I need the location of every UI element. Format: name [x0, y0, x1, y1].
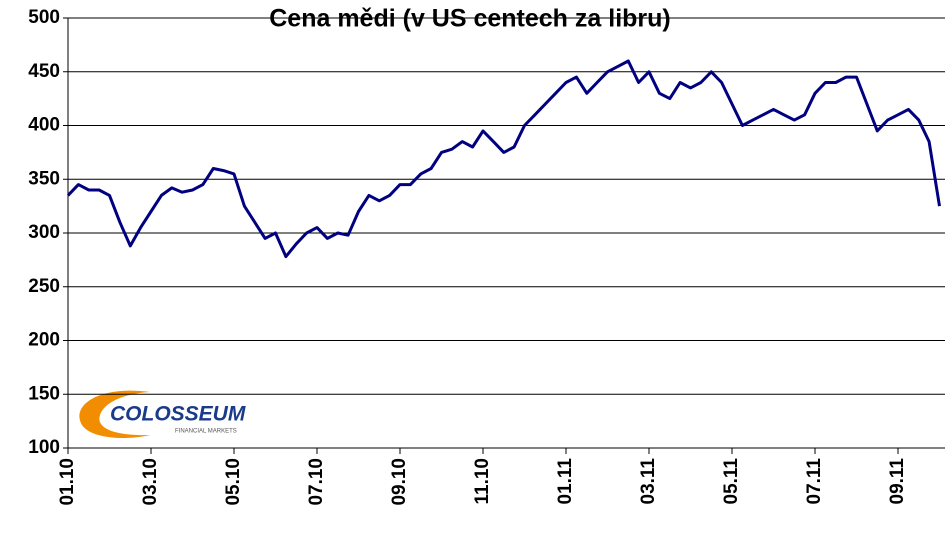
y-tick-label: 400 — [28, 115, 60, 136]
line — [66, 59, 941, 259]
chart-title: Cena mědi (v US centech za libru) — [269, 5, 671, 33]
y-tick-label: 250 — [28, 276, 60, 297]
y-tick-label: 150 — [28, 383, 60, 404]
plot: 100 150 200 250 300 350 400 450 500 01.10 03.10 05.… — [28, 7, 945, 506]
y-tick-label: 350 — [28, 168, 60, 189]
logo: COLOSSEUM FINANCIAL MARKETS — [79, 390, 246, 438]
x-tick-label: 09.10 — [389, 458, 410, 506]
x-tick-label: 01.10 — [57, 458, 78, 506]
x-tick-label: 07.10 — [306, 458, 327, 506]
x-tick-label: 03.10 — [140, 458, 161, 506]
logo-tagline: FINANCIAL MARKETS — [175, 429, 237, 435]
y-tick-label: 450 — [28, 61, 60, 82]
logo-name: COLOSSEUM — [110, 403, 246, 426]
x-tick-label: 05.11 — [721, 458, 742, 505]
x-tick-label: 05.10 — [223, 458, 244, 506]
x-tick-label: 07.11 — [804, 458, 825, 505]
y-tick-label: 500 — [28, 7, 60, 28]
x-tick-label: 01.11 — [555, 458, 576, 505]
x-tick-label: 11.10 — [472, 458, 493, 505]
y-tick-label: 300 — [28, 222, 60, 243]
x-tick-label: 09.11 — [887, 458, 908, 505]
y-tick-label: 200 — [28, 330, 60, 351]
y-tick-label: 100 — [28, 437, 60, 458]
x-tick-label: 03.11 — [638, 458, 659, 505]
logo-swoosh — [79, 390, 150, 438]
